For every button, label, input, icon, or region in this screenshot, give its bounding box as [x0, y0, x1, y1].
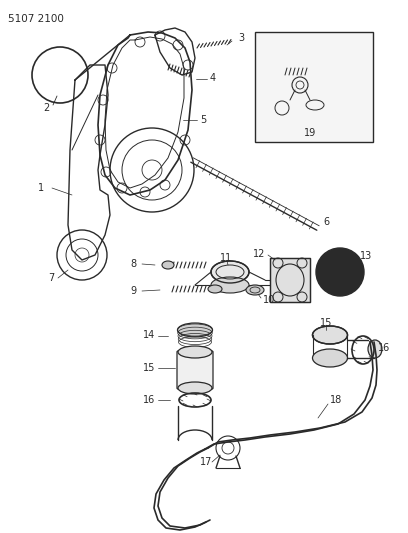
- Text: 19: 19: [304, 128, 316, 138]
- Text: 3: 3: [238, 33, 244, 43]
- Ellipse shape: [162, 261, 174, 269]
- Text: 14: 14: [143, 330, 155, 340]
- FancyBboxPatch shape: [255, 32, 373, 142]
- Text: 10: 10: [263, 295, 275, 305]
- Ellipse shape: [246, 285, 264, 295]
- Text: 9: 9: [130, 286, 136, 296]
- Circle shape: [332, 264, 348, 280]
- FancyBboxPatch shape: [177, 351, 213, 389]
- Text: 17: 17: [200, 457, 213, 467]
- Text: 15: 15: [143, 363, 155, 373]
- Text: 8: 8: [130, 259, 136, 269]
- Ellipse shape: [313, 349, 348, 367]
- Ellipse shape: [177, 323, 213, 337]
- Text: 4: 4: [210, 73, 216, 83]
- Text: 16: 16: [378, 343, 390, 353]
- Ellipse shape: [211, 277, 249, 293]
- Text: 11: 11: [220, 253, 232, 263]
- Text: 13: 13: [360, 251, 372, 261]
- Text: 18: 18: [330, 395, 342, 405]
- Polygon shape: [270, 258, 310, 302]
- Text: 2: 2: [43, 103, 49, 113]
- Text: 7: 7: [48, 273, 54, 283]
- Ellipse shape: [178, 346, 212, 358]
- Ellipse shape: [313, 326, 348, 344]
- Text: 1: 1: [38, 183, 44, 193]
- Ellipse shape: [178, 382, 212, 394]
- Ellipse shape: [208, 285, 222, 293]
- Text: 15: 15: [320, 318, 333, 328]
- Text: 16: 16: [143, 395, 155, 405]
- Text: 12: 12: [253, 249, 265, 259]
- Circle shape: [316, 248, 364, 296]
- Ellipse shape: [211, 261, 249, 283]
- Text: 5107 2100: 5107 2100: [8, 14, 64, 24]
- Text: 6: 6: [323, 217, 329, 227]
- Text: 5: 5: [200, 115, 206, 125]
- Ellipse shape: [368, 340, 382, 358]
